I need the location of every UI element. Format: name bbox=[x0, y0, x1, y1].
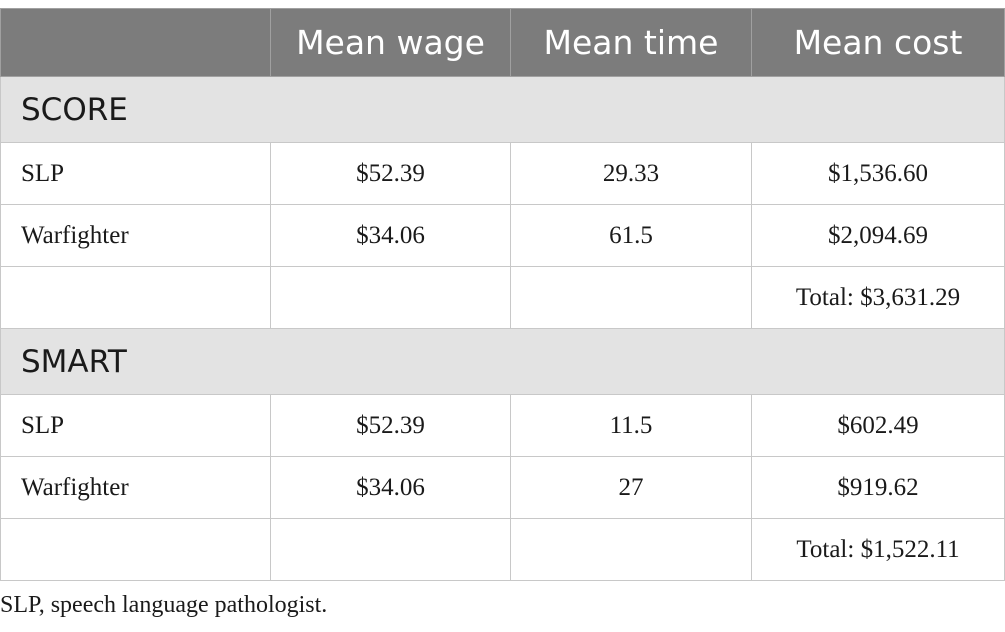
section-title-smart: SMART bbox=[0, 328, 1005, 395]
row-label: SLP bbox=[0, 394, 271, 457]
row-label bbox=[0, 266, 271, 329]
mean-wage-cell: $52.39 bbox=[270, 394, 511, 457]
mean-cost-cell: $1,536.60 bbox=[751, 142, 1005, 205]
mean-wage-cell: $34.06 bbox=[270, 204, 511, 267]
table-footnote: SLP, speech language pathologist. bbox=[0, 592, 328, 618]
mean-time-cell: 27 bbox=[510, 456, 752, 519]
table-row-total: Total: $3,631.29 bbox=[0, 266, 1005, 329]
mean-cost-cell: $2,094.69 bbox=[751, 204, 1005, 267]
table-row: SLP $52.39 29.33 $1,536.60 bbox=[0, 142, 1005, 205]
total-cost-cell: Total: $1,522.11 bbox=[751, 518, 1005, 581]
mean-cost-cell: $919.62 bbox=[751, 456, 1005, 519]
row-label: Warfighter bbox=[0, 204, 271, 267]
table-row-total: Total: $1,522.11 bbox=[0, 518, 1005, 581]
section-row-smart: SMART bbox=[0, 328, 1005, 395]
mean-wage-cell bbox=[270, 518, 511, 581]
mean-cost-cell: $602.49 bbox=[751, 394, 1005, 457]
header-blank bbox=[0, 8, 271, 77]
table-row: SLP $52.39 11.5 $602.49 bbox=[0, 394, 1005, 457]
mean-time-cell: 11.5 bbox=[510, 394, 752, 457]
cost-table: Mean wage Mean time Mean cost SCORE SLP … bbox=[0, 8, 1005, 581]
section-title-score: SCORE bbox=[0, 76, 1005, 143]
mean-wage-cell: $52.39 bbox=[270, 142, 511, 205]
mean-time-cell: 29.33 bbox=[510, 142, 752, 205]
header-mean-wage: Mean wage bbox=[270, 8, 511, 77]
mean-wage-cell bbox=[270, 266, 511, 329]
row-label bbox=[0, 518, 271, 581]
section-row-score: SCORE bbox=[0, 76, 1005, 143]
row-label: SLP bbox=[0, 142, 271, 205]
mean-time-cell bbox=[510, 266, 752, 329]
row-label: Warfighter bbox=[0, 456, 271, 519]
header-mean-cost: Mean cost bbox=[751, 8, 1005, 77]
table-header-row: Mean wage Mean time Mean cost bbox=[0, 8, 1005, 77]
header-mean-time: Mean time bbox=[510, 8, 752, 77]
table-row: Warfighter $34.06 61.5 $2,094.69 bbox=[0, 204, 1005, 267]
mean-time-cell bbox=[510, 518, 752, 581]
mean-wage-cell: $34.06 bbox=[270, 456, 511, 519]
table-row: Warfighter $34.06 27 $919.62 bbox=[0, 456, 1005, 519]
total-cost-cell: Total: $3,631.29 bbox=[751, 266, 1005, 329]
mean-time-cell: 61.5 bbox=[510, 204, 752, 267]
